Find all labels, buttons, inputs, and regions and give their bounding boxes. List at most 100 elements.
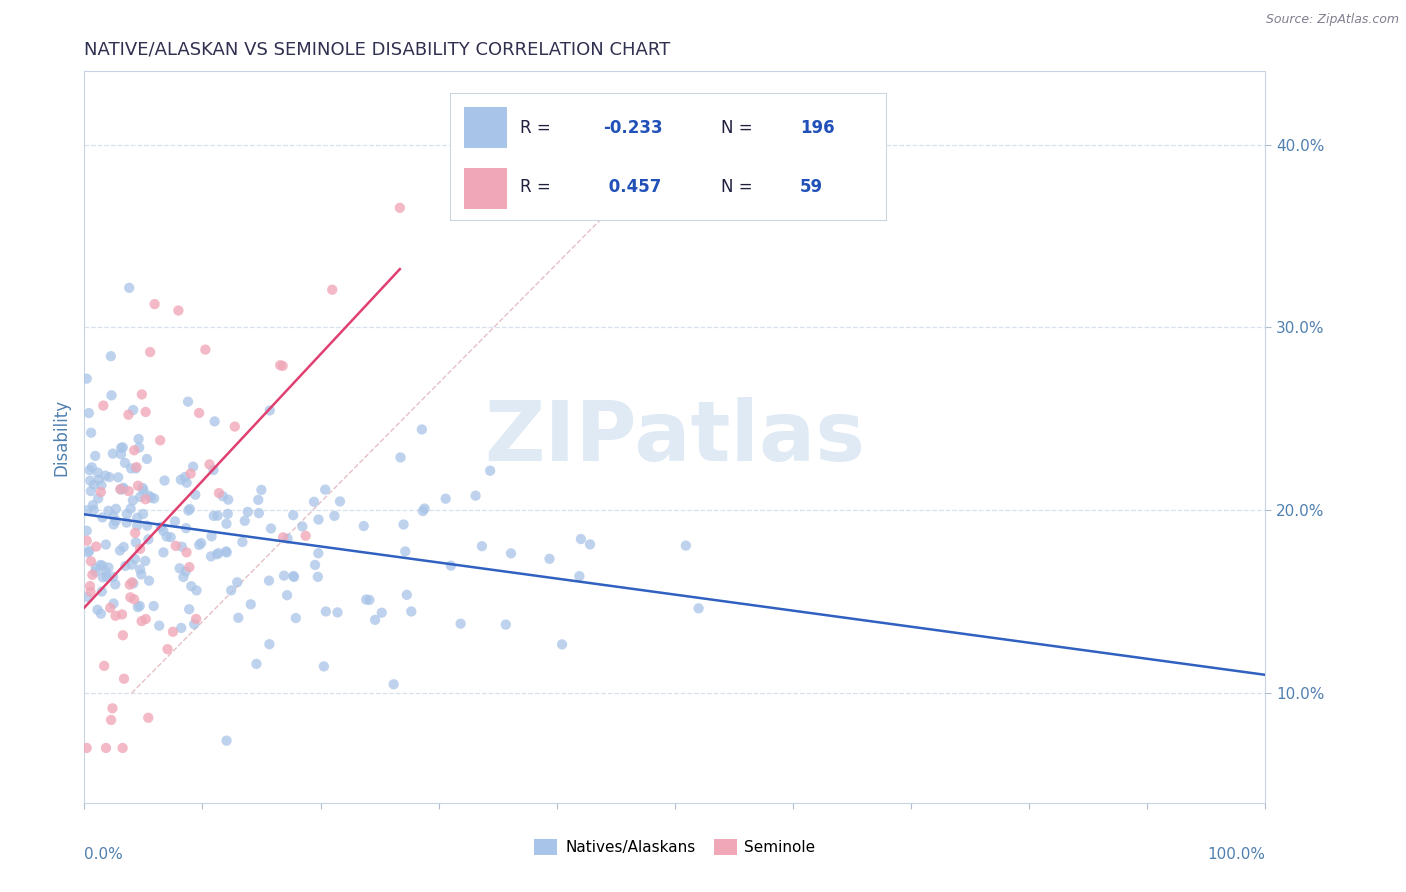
Point (100, 713, 122, 727)
Point (143, 491, 166, 506)
Point (170, 473, 193, 487)
Point (97, 504, 120, 518)
Point (312, 659, 335, 673)
Point (112, 540, 135, 554)
Point (131, 614, 153, 628)
Point (291, 519, 314, 533)
Point (129, 562, 152, 576)
Point (167, 303, 190, 318)
Point (412, 504, 434, 518)
Point (90, 607, 112, 621)
Point (162, 624, 184, 639)
Point (207, 546, 229, 560)
Point (569, 532, 592, 546)
Point (207, 508, 229, 523)
Point (120, 591, 142, 605)
Legend: Natives/Alaskans, Seminole: Natives/Alaskans, Seminole (529, 833, 821, 861)
Point (233, 514, 256, 528)
Point (83, 503, 105, 517)
Point (91, 570, 114, 584)
Point (104, 501, 127, 516)
Point (84, 565, 107, 579)
Point (138, 533, 160, 547)
Point (112, 672, 135, 686)
Point (205, 547, 228, 561)
Point (247, 492, 270, 507)
Point (79, 585, 101, 599)
Point (389, 450, 412, 465)
Point (202, 463, 225, 477)
Point (104, 514, 127, 528)
Point (401, 604, 423, 618)
Point (180, 467, 202, 481)
Point (155, 529, 177, 543)
Point (260, 521, 283, 535)
Point (107, 470, 129, 484)
Point (135, 405, 157, 419)
Point (121, 493, 143, 508)
Point (132, 481, 155, 495)
Point (101, 701, 124, 715)
Point (179, 602, 201, 616)
Point (247, 506, 270, 520)
Point (464, 489, 486, 503)
Point (124, 525, 146, 540)
Point (277, 532, 299, 546)
Point (93, 659, 115, 673)
Point (211, 489, 233, 503)
Point (208, 486, 231, 500)
Point (271, 530, 294, 544)
Point (91, 510, 114, 524)
Point (97, 560, 120, 574)
Point (165, 539, 187, 553)
Point (321, 283, 343, 297)
Point (138, 574, 160, 588)
Point (283, 508, 305, 523)
Point (259, 637, 281, 651)
Point (96, 569, 118, 583)
Point (359, 593, 381, 607)
Point (118, 484, 141, 499)
Point (122, 576, 145, 591)
Point (479, 464, 502, 478)
Point (188, 538, 211, 552)
Point (111, 628, 134, 642)
Point (135, 492, 157, 507)
Point (121, 575, 143, 590)
Point (82, 567, 104, 582)
Point (87, 473, 110, 487)
Point (110, 483, 132, 497)
Point (83, 477, 105, 491)
Point (148, 618, 170, 632)
Point (112, 482, 135, 496)
Point (110, 447, 132, 461)
Point (495, 617, 517, 632)
Point (90, 485, 112, 500)
Point (87, 466, 110, 480)
Point (80, 554, 103, 568)
Point (142, 599, 165, 613)
Point (394, 544, 416, 558)
Point (80, 460, 103, 475)
Point (239, 597, 262, 611)
Point (79, 474, 101, 488)
Point (111, 740, 134, 755)
Point (307, 570, 329, 584)
Point (90, 478, 112, 492)
Point (76, 524, 98, 538)
Point (188, 406, 211, 420)
Point (215, 545, 238, 559)
Point (174, 565, 197, 579)
Point (87, 491, 110, 506)
Point (283, 569, 305, 583)
Point (94, 740, 117, 755)
Point (170, 540, 193, 554)
Point (551, 637, 574, 651)
Point (127, 510, 149, 524)
Point (90, 558, 112, 572)
Point (184, 612, 207, 626)
Point (413, 501, 436, 516)
Point (271, 359, 294, 373)
Point (76, 590, 98, 604)
Point (434, 491, 457, 506)
